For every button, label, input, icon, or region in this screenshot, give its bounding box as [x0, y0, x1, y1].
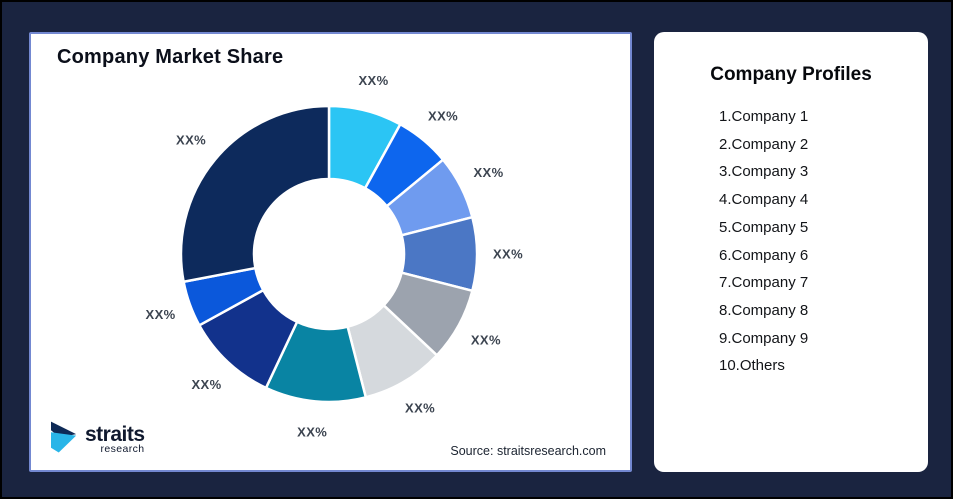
- company-profiles-list: 1.Company 1 2.Company 2 3.Company 3 4.Co…: [654, 103, 928, 380]
- logo-sub-text: research: [100, 442, 145, 455]
- company-profile-item: 8.Company 8: [719, 301, 809, 319]
- donut-segment-label-2: XX%: [428, 109, 458, 124]
- company-profile-item: 7.Company 7: [719, 274, 809, 292]
- company-profile-item: 3.Company 3: [719, 163, 809, 181]
- straits-research-logo: straits research: [51, 420, 145, 458]
- donut-segment-label-4: XX%: [493, 247, 523, 262]
- company-profile-item: 2.Company 2: [719, 135, 809, 153]
- company-profile-item: 1.Company 1: [719, 108, 809, 125]
- chart-title: Company Market Share: [57, 46, 284, 68]
- company-profile-item: 6.Company 6: [719, 246, 809, 264]
- donut-segment-label-9: XX%: [146, 307, 176, 322]
- donut-segment-label-7: XX%: [297, 425, 327, 440]
- company-profile-item: 5.Company 5: [719, 218, 809, 236]
- donut-segment-label-1: XX%: [358, 73, 388, 88]
- straits-logo-icon: [51, 421, 77, 453]
- logo-brand-text: straits: [85, 422, 145, 446]
- market-share-donut-chart: XX% XX% XX% XX% XX% XX% XX% XX% XX% XX%: [146, 73, 523, 440]
- donut-segment-10: [179, 104, 331, 283]
- donut-segment-label-8: XX%: [191, 377, 221, 392]
- company-profile-item: 9.Company 9: [719, 329, 809, 347]
- logo-text: straits research: [85, 424, 145, 455]
- donut-segment-label-6: XX%: [405, 401, 435, 416]
- company-profile-item: 4.Company 4: [719, 191, 809, 209]
- company-profile-item: 10.Others: [719, 357, 785, 375]
- profiles-title: Company Profiles: [710, 64, 872, 85]
- donut-segment-label-10: XX%: [176, 132, 206, 147]
- market-share-card: XX% XX% XX% XX% XX% XX% XX% XX% XX% XX% Company M…: [29, 32, 632, 472]
- donut-segment-label-3: XX%: [473, 165, 503, 180]
- donut-segment-label-5: XX%: [471, 333, 501, 348]
- source-attribution: Source: straitsresearch.com: [450, 444, 606, 458]
- company-profiles-card: Company Profiles 1.Company 1 2.Company 2…: [654, 32, 928, 472]
